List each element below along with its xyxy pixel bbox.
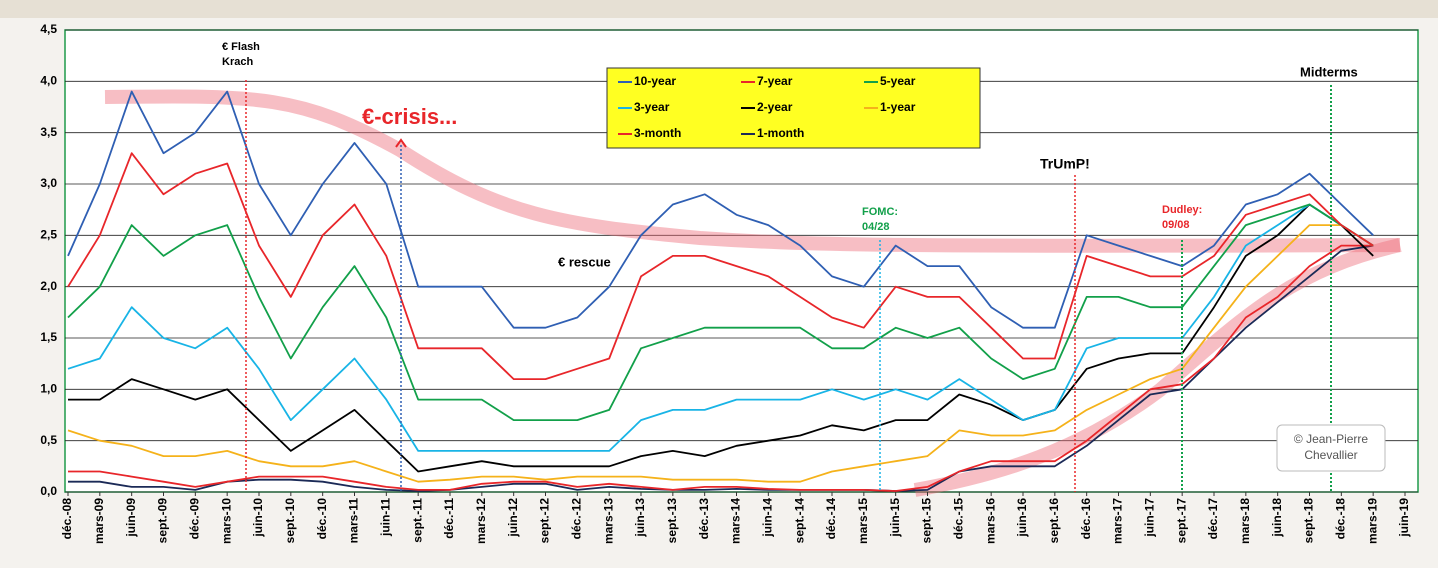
credit-box	[1276, 424, 1386, 472]
series-line	[67, 90, 1374, 329]
x-tick-label: déc.-10	[315, 498, 329, 540]
credit: © Jean-Pierre	[1294, 432, 1369, 446]
x-tick-label: sept.-18	[1302, 498, 1316, 544]
x-tick-label: mars-16	[983, 498, 997, 544]
series-line	[67, 224, 1374, 483]
x-tick-label: sept.-12	[538, 498, 552, 544]
top-strip	[0, 0, 1438, 18]
x-tick-label: sept.-16	[1047, 498, 1061, 544]
legend-label: 10-year	[634, 74, 676, 88]
x-tick-label: mars-15	[856, 498, 870, 544]
x-tick-label: juin-19	[1397, 498, 1411, 538]
series-line	[67, 203, 1374, 421]
x-tick-label: déc.-15	[952, 498, 966, 540]
x-tick-label: juin-13	[633, 498, 647, 538]
y-tick-label: 0,0	[40, 484, 57, 498]
y-tick-label: 1,0	[40, 382, 57, 396]
y-tick-label: 2,5	[40, 228, 57, 242]
x-tick-label: sept.-15	[920, 498, 934, 544]
x-tick-label: juin-11	[379, 498, 393, 537]
annotation: € rescue	[558, 254, 611, 269]
x-tick-label: juin-16	[1015, 498, 1029, 538]
series-line	[68, 203, 1374, 473]
x-tick-label: sept.-13	[665, 498, 679, 544]
series-line	[67, 203, 1374, 452]
annotation: Krach	[222, 56, 253, 68]
legend-label: 1-year	[880, 100, 916, 114]
series-line	[68, 244, 1374, 492]
legend-items: 10-year 7-year 5-year 3-year 2-year 1-year 3-m…	[618, 74, 916, 140]
x-tick-label: mars-13	[601, 498, 615, 544]
x-tick-label: juin-15	[888, 498, 902, 538]
x-tick-label: juin-10	[251, 498, 265, 538]
series-line	[68, 244, 1374, 492]
x-tick-label: sept.-14	[792, 498, 806, 544]
x-tick-label: déc.-13	[697, 498, 711, 540]
arrow-head	[395, 138, 407, 148]
trend-band	[913, 238, 1402, 497]
x-tick-label: déc.-16	[1079, 498, 1093, 540]
x-tick-label: sept.-10	[283, 498, 297, 544]
x-tick-label: déc.-09	[188, 498, 202, 540]
x-tick-label: sept.-11	[410, 498, 424, 543]
x-tick-label: mars-11	[347, 498, 361, 544]
x-tick-label: juin-14	[761, 498, 775, 538]
annotation: FOMC:	[862, 206, 898, 218]
annotation: Dudley:	[1162, 204, 1202, 216]
series-line	[67, 152, 1374, 380]
y-tick-label: 3,5	[40, 125, 57, 139]
x-tick-label: juin-17	[1143, 498, 1157, 538]
x-tick-label: juin-18	[1270, 498, 1284, 538]
x-tick-label: déc.-18	[1334, 498, 1348, 540]
x-tick-label: déc.-12	[570, 498, 584, 540]
y-tick-label: 4,0	[40, 74, 57, 88]
y-tick-label: 2,0	[40, 279, 57, 293]
annotation: TrUmP!	[1040, 156, 1090, 172]
x-tick-label: mars-12	[474, 498, 488, 544]
x-tick-label: juin-09	[124, 498, 138, 538]
credit: Chevallier	[1304, 448, 1357, 462]
legend-label: 3-month	[634, 126, 681, 140]
y-tick-label: 4,5	[40, 22, 57, 36]
legend-label: 5-year	[880, 74, 916, 88]
x-tick-label: déc.-11	[442, 498, 456, 539]
x-tick-label: déc.-08	[60, 498, 74, 540]
x-tick-label: mars-19	[1365, 498, 1379, 544]
trend-band	[104, 89, 1401, 253]
x-tick-label: mars-14	[729, 498, 743, 544]
x-tick-label: mars-10	[219, 498, 233, 544]
x-tick-label: sept.-09	[156, 498, 170, 544]
legend-label: 2-year	[757, 100, 793, 114]
y-tick-label: 0,5	[40, 433, 57, 447]
y-tick-label: 1,5	[40, 330, 57, 344]
legend	[606, 67, 981, 149]
annotation: € Flash	[222, 41, 260, 53]
annotation: Midterms	[1300, 64, 1358, 79]
x-tick-label: mars-17	[1111, 498, 1125, 544]
x-tick-label: déc.-14	[824, 498, 838, 540]
x-tick-label: juin-12	[506, 498, 520, 538]
annotation: 09/08	[1162, 219, 1190, 231]
annotation: €-crisis...	[362, 104, 457, 129]
lines	[67, 90, 1374, 492]
x-tick-label: mars-09	[92, 498, 106, 544]
annotation: 04/28	[862, 221, 890, 233]
legend-label: 3-year	[634, 100, 670, 114]
x-tick-label: sept.-17	[1174, 498, 1188, 544]
legend-label: 1-month	[757, 126, 804, 140]
x-tick-label: mars-18	[1238, 498, 1252, 544]
legend-label: 7-year	[757, 74, 793, 88]
x-tick-label: déc.-17	[1206, 498, 1220, 540]
y-tick-label: 3,0	[40, 176, 57, 190]
